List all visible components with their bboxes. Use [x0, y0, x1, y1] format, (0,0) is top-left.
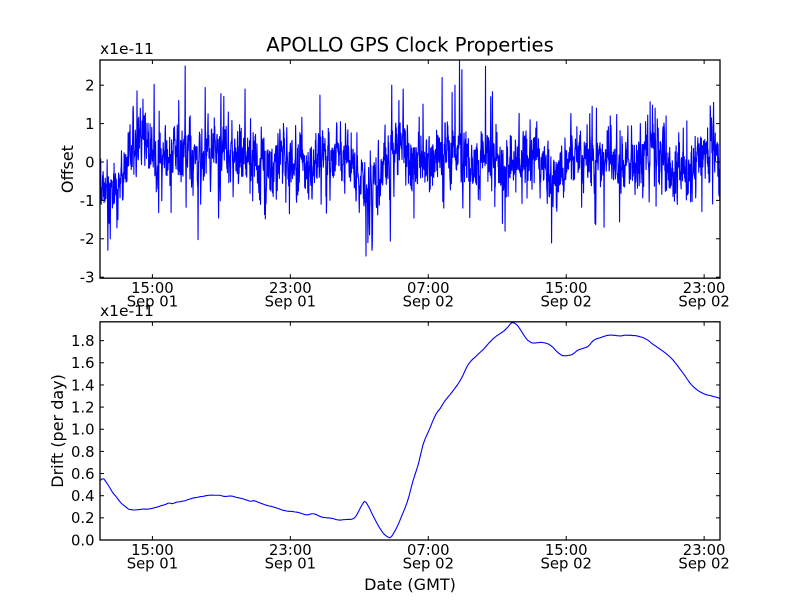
plot-offset-ylabel: Offset — [58, 145, 77, 193]
plot-offset-ytick-label: -3 — [80, 270, 95, 287]
chart-title: APOLLO GPS Clock Properties — [266, 34, 554, 57]
plot-drift-ytick-label: 0.6 — [71, 466, 95, 483]
plot-drift-ytick-label: 1.6 — [71, 355, 95, 372]
plot-offset-ytick-label: -2 — [80, 231, 95, 248]
plot-drift-ytick-label: 0.0 — [71, 532, 95, 549]
plot-offset-scale-offset-text: x1e-11 — [100, 40, 154, 58]
plot-drift-xtick-label2: Sep 02 — [540, 556, 591, 573]
plot-drift-ytick-label: 1.2 — [71, 399, 95, 416]
plot-offset-ytick-label: -1 — [80, 193, 95, 210]
plot-offset-xtick-label2: Sep 01 — [127, 294, 178, 311]
plot-offset-ytick-label: 2 — [85, 78, 94, 95]
plot-offset-xtick-label2: Sep 02 — [540, 294, 591, 311]
plot-drift-ytick-label: 0.4 — [71, 488, 95, 505]
plot-drift-scale-offset-text: x1e-11 — [100, 302, 154, 320]
plot-offset-ytick-label: 1 — [85, 116, 94, 133]
plot-drift-xtick-label: 15:00 — [131, 542, 174, 559]
plot-offset-line-series0 — [100, 60, 720, 257]
plot-drift-xtick-label: 23:00 — [269, 542, 312, 559]
plot-offset-frame — [99, 59, 721, 279]
plot-offset-xtick-label: 15:00 — [545, 280, 588, 297]
plot-drift-ytick-label: 0.2 — [71, 510, 95, 527]
plot-drift-xtick-label: 23:00 — [683, 542, 726, 559]
plot-drift-ytick-label: 1.8 — [71, 333, 95, 350]
plot-drift-frame — [99, 321, 721, 541]
plot-offset-xtick-label2: Sep 01 — [265, 294, 316, 311]
plot-drift-ytick-label: 1.0 — [71, 422, 95, 439]
plot-drift-ytick-label: 1.4 — [71, 377, 95, 394]
plot-offset-xtick-label: 23:00 — [269, 280, 312, 297]
plot-drift-ytick-label: 0.8 — [71, 444, 95, 461]
plot-drift-ylabel: Drift (per day) — [48, 374, 67, 488]
plot-offset-xtick-label2: Sep 02 — [403, 294, 454, 311]
plot-drift-xtick-label: 07:00 — [407, 542, 450, 559]
plot-drift-xtick-label: 15:00 — [545, 542, 588, 559]
plot-offset-xtick-label: 23:00 — [683, 280, 726, 297]
plot-offset-xtick-label2: Sep 02 — [678, 294, 729, 311]
plot-drift-xlabel: Date (GMT) — [364, 575, 456, 594]
plot-drift-xtick-label2: Sep 01 — [127, 556, 178, 573]
plot-drift-xtick-label2: Sep 01 — [265, 556, 316, 573]
plot-offset-xtick-label: 15:00 — [131, 280, 174, 297]
plot-drift-xtick-label2: Sep 02 — [403, 556, 454, 573]
plot-drift-xtick-label2: Sep 02 — [678, 556, 729, 573]
plot-offset-ytick-label: 0 — [85, 154, 94, 171]
plot-drift-line-series0 — [100, 322, 720, 539]
plot-offset-xtick-label: 07:00 — [407, 280, 450, 297]
